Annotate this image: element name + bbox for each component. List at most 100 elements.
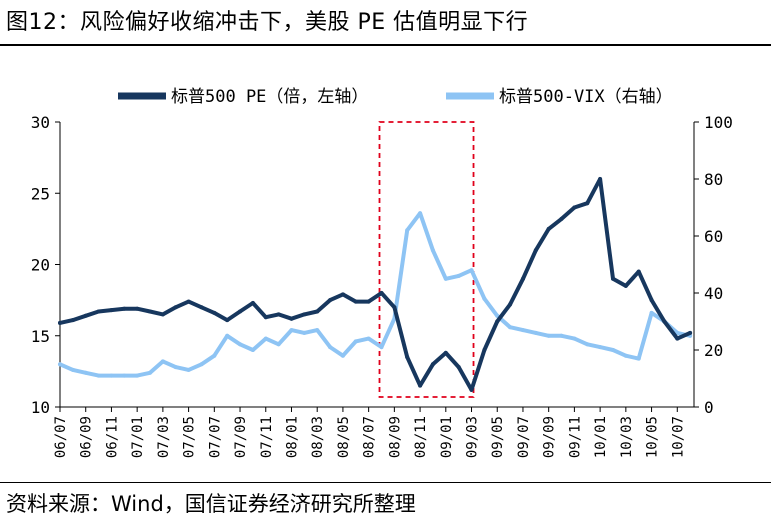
legend-label-vix: 标普500-VIX（右轴）: [499, 87, 673, 107]
pe-point: [469, 387, 474, 392]
legend-label-pe: 标普500 PE（倍，左轴）: [171, 87, 368, 107]
chart-series: [58, 177, 693, 392]
vix-point: [186, 367, 191, 372]
pe-point: [482, 348, 487, 352]
pe-point: [598, 177, 603, 181]
series-line-vix: [58, 211, 693, 378]
pe-point: [340, 292, 345, 297]
vix-point: [225, 333, 230, 338]
x-tick-label: 08/01: [284, 416, 300, 458]
pe-point: [559, 216, 564, 221]
pe-point: [70, 318, 75, 323]
vix-point: [546, 333, 551, 338]
right-tick-label: 80: [704, 170, 723, 189]
x-tick-label: 08/09: [387, 416, 403, 458]
vix-point: [212, 353, 217, 358]
right-tick-label: 0: [704, 398, 714, 417]
pe-point: [315, 309, 320, 314]
pe-point: [405, 355, 410, 360]
pe-point: [212, 310, 217, 315]
x-tick-label: 08/11: [413, 416, 429, 458]
vix-point: [533, 330, 538, 335]
vix-point: [160, 359, 165, 364]
pe-point: [430, 362, 435, 367]
vix-point: [353, 339, 358, 344]
x-tick-label: 07/11: [259, 416, 275, 458]
pe-point: [495, 319, 500, 324]
pe-point: [392, 305, 397, 310]
source-note: 资料来源：Wind，国信证券经济研究所整理: [6, 492, 416, 516]
pe-point: [199, 305, 204, 310]
pe-point: [418, 383, 423, 388]
left-tick-label: 30: [31, 113, 50, 132]
vix-point: [148, 370, 152, 375]
vix-point: [263, 336, 268, 341]
pe-point: [546, 226, 551, 231]
pe-point: [160, 312, 165, 317]
vix-point: [636, 356, 641, 361]
vix-point: [482, 296, 487, 301]
vix-point: [405, 228, 410, 233]
pe-point: [238, 309, 242, 314]
pe-point: [122, 306, 127, 311]
pe-point: [289, 316, 294, 321]
right-tick-label: 20: [704, 341, 723, 360]
x-tick-label: 07/03: [156, 416, 172, 458]
line-chart: 标普500 PE（倍，左轴） 标普500-VIX（右轴） 10 15 20 25 30 0…: [31, 87, 733, 458]
vix-point: [508, 325, 513, 330]
vix-point: [366, 336, 371, 341]
x-tick-label: 09/11: [567, 416, 583, 458]
vix-point: [611, 348, 615, 352]
left-tick-label: 20: [31, 256, 50, 275]
vix-point: [122, 373, 127, 378]
pe-point: [649, 298, 654, 303]
chart-axes: 10 15 20 25 30 0 20 40 60 80 100 06/07 06/09 06/11 07/…: [31, 113, 733, 458]
pe-point: [521, 276, 525, 281]
vix-point: [238, 342, 242, 347]
vix-point: [559, 333, 564, 338]
pe-point: [109, 308, 114, 313]
pe-point: [353, 299, 358, 304]
vix-point: [585, 342, 590, 347]
pe-point: [572, 205, 577, 210]
x-tick-label: 09/03: [465, 416, 481, 458]
vix-point: [289, 328, 294, 333]
pe-point: [456, 365, 461, 370]
vix-point: [456, 273, 461, 278]
vix-point: [521, 328, 525, 333]
vix-point: [315, 328, 320, 333]
x-tick-label: 06/11: [104, 416, 120, 458]
highlight-box: [378, 121, 475, 398]
pe-point: [302, 312, 307, 317]
vix-point: [469, 268, 474, 273]
x-tick-label: 09/09: [542, 416, 558, 458]
x-tick-label: 07/01: [130, 416, 146, 458]
vix-point: [572, 336, 577, 341]
x-tick-label: 10/01: [593, 416, 609, 458]
vix-point: [96, 373, 101, 378]
vix-point: [649, 310, 654, 315]
pe-point: [443, 350, 448, 355]
pe-point: [662, 319, 667, 324]
pe-point: [636, 269, 641, 274]
x-tick-label: 09/07: [516, 416, 532, 458]
vix-point: [58, 362, 62, 367]
x-tick-label: 07/05: [182, 416, 198, 458]
vix-point: [83, 370, 88, 375]
pe-point: [688, 330, 693, 335]
pe-point: [225, 318, 230, 323]
vix-point: [109, 373, 114, 378]
vix-point: [340, 353, 345, 358]
pe-point: [83, 313, 88, 318]
pe-point: [508, 302, 513, 307]
vix-point: [495, 313, 500, 318]
vix-point: [430, 248, 435, 253]
source-rule: [0, 482, 771, 483]
vix-point: [135, 373, 140, 378]
vix-point: [328, 345, 333, 350]
pe-point: [379, 291, 384, 295]
vix-point: [302, 330, 307, 335]
pe-point: [96, 309, 101, 314]
x-tick-label: 08/05: [336, 416, 352, 458]
series-line-pe: [58, 177, 693, 392]
